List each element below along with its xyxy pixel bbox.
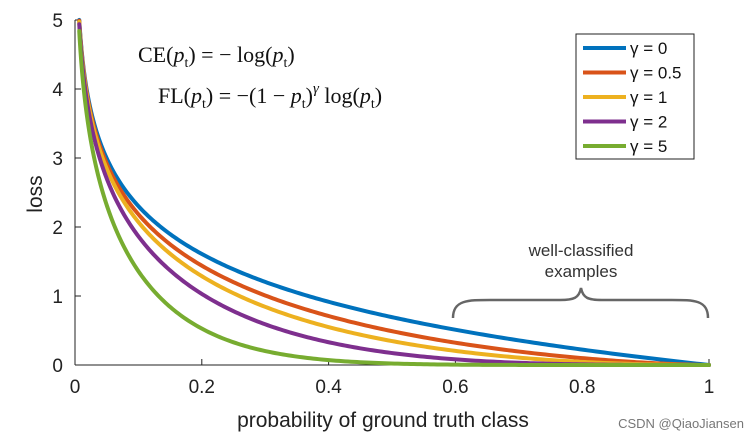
series-line-gamma-1 [77,19,711,367]
legend: γ = 0 γ = 0.5 γ = 1 γ = 2 γ = 5 [575,33,695,160]
brace-label-line2: examples [545,262,618,281]
x-tick-label: 0.6 [442,377,468,398]
y-tick-label: 3 [52,149,63,170]
x-tick-label: 0.2 [189,377,215,398]
fl-equation: FL(pt) = −(1 − pt)γ log(pt) [158,81,382,112]
brace-label-line1: well-classified [528,241,634,260]
legend-label: γ = 2 [630,113,667,132]
x-tick-label: 1 [704,377,715,398]
watermark: CSDN @QiaoJiansen [618,416,744,431]
legend-label: γ = 1 [630,88,667,107]
legend-label: γ = 0.5 [630,64,682,83]
y-tick-label: 4 [52,80,63,101]
x-tick-label: 0.8 [569,377,595,398]
y-tick-label: 5 [52,11,63,32]
y-axis-label: loss [24,175,47,212]
x-axis-label: probability of ground truth class [237,409,529,432]
well-classified-brace [451,287,710,319]
axes: 0 0.2 0.4 0.6 0.8 1 0 1 2 3 4 5 [52,11,714,398]
ce-equation: CE(pt) = − log(pt) [138,42,295,71]
legend-label: γ = 5 [630,137,667,156]
series-line-gamma-5 [77,29,711,367]
y-tick-label: 2 [52,218,63,239]
y-tick-label: 0 [52,356,63,377]
x-tick-label: 0.4 [315,377,342,398]
legend-label: γ = 0 [630,39,667,58]
x-tick-label: 0 [70,377,81,398]
series-layer [77,18,711,367]
y-tick-label: 1 [52,287,63,308]
